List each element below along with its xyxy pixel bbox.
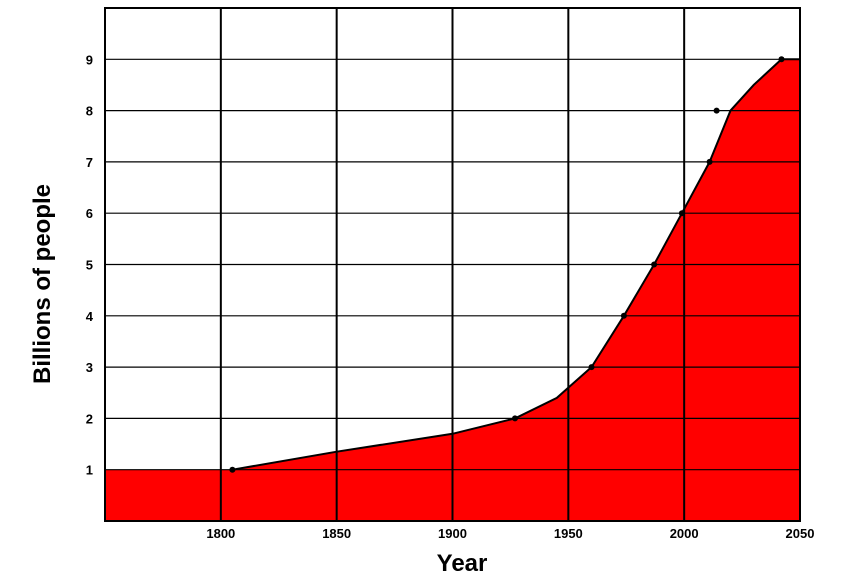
y-tick-label: 4 xyxy=(86,309,94,324)
data-point-marker xyxy=(620,312,627,319)
data-point-marker xyxy=(229,466,236,473)
y-tick-label: 6 xyxy=(86,206,93,221)
y-tick-label: 1 xyxy=(86,463,93,478)
x-tick-label: 1850 xyxy=(322,526,351,541)
y-tick-label: 5 xyxy=(86,258,93,273)
x-tick-label: 1900 xyxy=(438,526,467,541)
data-point-marker xyxy=(778,56,785,63)
markers-layer xyxy=(229,56,785,473)
y-tick-label: 2 xyxy=(86,411,93,426)
area-layer xyxy=(105,59,800,522)
x-axis-title: Year xyxy=(437,550,488,577)
line-layer xyxy=(232,58,800,471)
x-tick-label: 2050 xyxy=(786,526,815,541)
y-tick-label: 9 xyxy=(86,52,93,67)
data-point-marker xyxy=(706,158,713,165)
data-point-marker xyxy=(713,107,720,114)
data-point-marker xyxy=(651,261,658,268)
data-point-marker xyxy=(512,415,518,422)
y-tick-label: 3 xyxy=(86,360,93,375)
data-point-marker xyxy=(588,364,595,371)
population-area xyxy=(105,59,800,522)
x-tick-label: 1950 xyxy=(554,526,583,541)
data-point-marker xyxy=(678,210,685,217)
ticks-layer: 1 2 3 4 5 6 7 8 9 1800 1850 1900 1950 2000 2050 xyxy=(86,52,815,541)
x-tick-label: 2000 xyxy=(670,526,699,541)
population-line xyxy=(232,58,800,471)
x-tick-label: 1800 xyxy=(206,526,235,541)
y-tick-label: 8 xyxy=(86,104,93,119)
y-tick-label: 7 xyxy=(86,155,93,170)
y-axis-title: Billions of people xyxy=(29,184,56,384)
